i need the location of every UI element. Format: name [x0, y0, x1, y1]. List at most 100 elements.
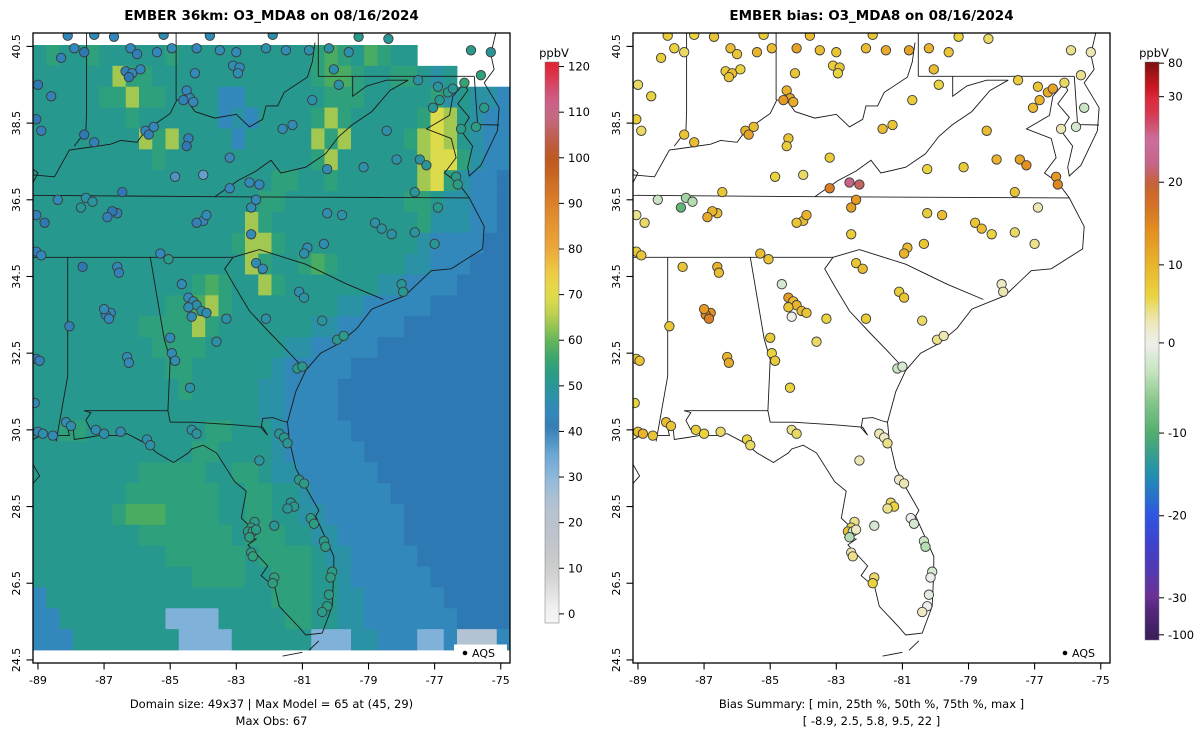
- aqs-site-dot: [922, 208, 933, 219]
- raster-cell: [258, 232, 272, 255]
- raster-cell: [404, 545, 418, 567]
- raster-cell: [284, 65, 299, 88]
- raster-cell: [496, 566, 510, 588]
- raster-cell: [231, 295, 246, 317]
- aqs-site-dot: [679, 129, 690, 140]
- raster-cell: [298, 524, 312, 547]
- aqs-site-dot: [165, 332, 176, 343]
- raster-cell: [390, 503, 405, 526]
- raster-cell: [351, 211, 365, 234]
- raster-cell: [59, 295, 74, 317]
- aqs-site-dot: [633, 114, 642, 125]
- raster-cell: [324, 128, 339, 150]
- raster-cell: [351, 462, 365, 484]
- raster-cell: [324, 253, 339, 275]
- raster-cell: [125, 316, 140, 338]
- raster-cell: [337, 629, 352, 651]
- raster-cell: [125, 462, 140, 484]
- aqs-site-dot: [191, 43, 202, 54]
- raster-cell: [298, 170, 312, 192]
- raster-cell: [417, 420, 431, 442]
- raster-cell: [364, 545, 378, 567]
- aqs-site-dot: [766, 43, 777, 54]
- aqs-site-dot: [452, 179, 463, 190]
- raster-cell: [337, 483, 352, 505]
- raster-cell: [178, 316, 193, 338]
- raster-cell: [417, 524, 431, 547]
- aqs-site-dot: [33, 79, 44, 90]
- raster-cell: [205, 378, 219, 401]
- raster-cell: [152, 545, 166, 567]
- raster-cell: [99, 566, 113, 588]
- raster-cell: [483, 107, 498, 129]
- aqs-site-dot: [198, 169, 209, 181]
- raster-cell: [165, 191, 180, 213]
- raster-cell: [112, 316, 127, 338]
- raster-cell: [258, 191, 272, 213]
- colorbar-tick-label: 60: [568, 333, 583, 347]
- raster-cell: [271, 316, 286, 338]
- raster-cell: [443, 503, 458, 526]
- raster-cell: [324, 441, 339, 463]
- raster-cell: [483, 420, 498, 442]
- raster-cell: [245, 86, 259, 108]
- aqs-site-dot: [854, 179, 865, 190]
- raster-cell: [245, 128, 259, 150]
- aqs-site-dot: [652, 194, 663, 205]
- raster-cell: [59, 462, 74, 484]
- aqs-site-dot: [191, 217, 202, 228]
- raster-cell: [351, 295, 365, 317]
- raster-cell: [483, 483, 498, 505]
- raster-cell: [245, 211, 259, 234]
- right-colorbar-unit-label: ppbV: [1139, 46, 1169, 60]
- raster-cell: [271, 587, 286, 609]
- raster-cell: [496, 357, 510, 380]
- raster-cell: [417, 316, 431, 338]
- raster-cell: [99, 462, 113, 484]
- map-outline: [770, 417, 888, 436]
- aqs-site-dot: [485, 47, 496, 58]
- raster-cell: [178, 441, 193, 463]
- aqs-site-dot: [953, 33, 964, 42]
- raster-cell: [483, 128, 498, 150]
- raster-cell: [430, 170, 445, 192]
- raster-cell: [483, 587, 498, 609]
- aqs-site-dot: [925, 572, 936, 583]
- aqs-site-dot: [178, 94, 189, 106]
- raster-cell: [430, 316, 445, 338]
- raster-cell: [218, 357, 233, 380]
- raster-cell: [178, 337, 193, 359]
- aqs-site-dot: [282, 503, 293, 514]
- raster-cell: [298, 483, 312, 505]
- x-tick-label: -85: [161, 674, 179, 687]
- raster-cell: [271, 149, 286, 171]
- raster-cell: [33, 524, 47, 547]
- raster-cell: [86, 566, 100, 588]
- raster-cell: [245, 608, 259, 630]
- aqs-site-dot: [850, 257, 862, 269]
- aqs-site-dot: [798, 169, 809, 181]
- raster-cell: [404, 483, 418, 505]
- raster-cell: [496, 170, 510, 192]
- raster-cell: [377, 232, 392, 255]
- map-outline: [673, 33, 688, 147]
- raster-cell: [112, 629, 127, 651]
- aqs-site-dot: [232, 68, 244, 79]
- aqs-site-dot: [679, 47, 690, 58]
- raster-cell: [311, 357, 325, 380]
- raster-cell: [470, 462, 484, 484]
- aqs-site-dot: [224, 183, 235, 194]
- raster-cell: [417, 337, 431, 359]
- right-caption-line1: Bias Summary: [ min, 25th %, 50th %, 75t…: [718, 697, 1025, 711]
- raster-cell: [46, 295, 60, 317]
- raster-cell: [231, 587, 246, 609]
- raster-cell: [59, 629, 74, 651]
- raster-cell: [443, 316, 458, 338]
- y-tick-label: 24.5: [10, 648, 23, 673]
- raster-cell: [443, 587, 458, 609]
- raster-cell: [483, 608, 498, 630]
- raster-cell: [443, 378, 458, 401]
- raster-cell: [377, 253, 392, 275]
- aqs-site-dot: [755, 248, 766, 259]
- raster-cell: [298, 399, 312, 421]
